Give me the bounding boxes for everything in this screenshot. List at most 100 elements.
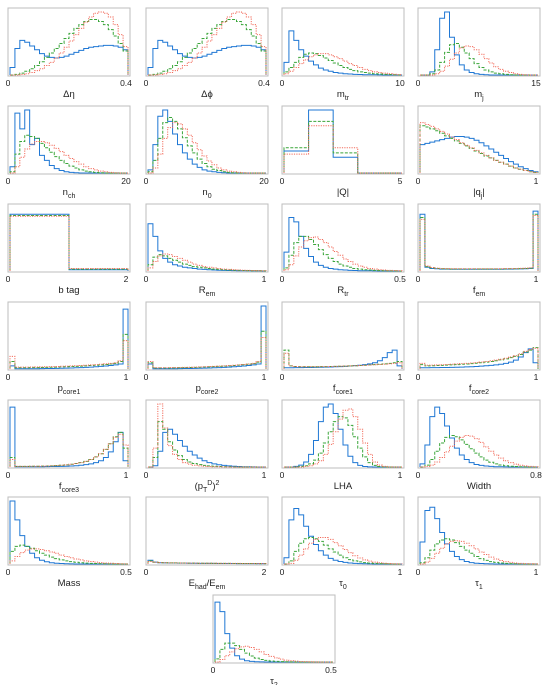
series-green: [283, 52, 403, 76]
histogram-panel: 0 1 LHA: [280, 399, 405, 492]
panel-frame: [281, 203, 405, 273]
series-red: [147, 337, 267, 369]
panel-frame: [281, 105, 405, 175]
x-tick-label: 20: [259, 176, 269, 186]
histogram-panel: 0 2 Ehad/Eem: [144, 496, 269, 591]
x-tick-label: 0.5: [120, 567, 132, 577]
series-red: [420, 540, 539, 565]
x-axis-label: pcore2: [196, 383, 219, 396]
histogram-panel: 0 1 τ0: [280, 496, 405, 591]
x-tick-label: 0.5: [325, 665, 337, 675]
histogram-panel: 0 20 n0: [144, 105, 269, 200]
series-green: [10, 19, 129, 76]
series-blue: [420, 11, 538, 76]
x-tick-label: 2: [124, 274, 129, 284]
series-blue: [283, 30, 402, 76]
x-tick-label: 1: [534, 567, 539, 577]
series-red: [420, 435, 539, 468]
series-blue: [147, 39, 267, 75]
series-red: [10, 141, 128, 174]
series-green: [147, 330, 267, 369]
series-green: [214, 642, 333, 663]
x-tick-label: 1: [398, 372, 403, 382]
series-blue: [9, 308, 129, 370]
panel-frame: [145, 301, 269, 371]
x-axis-label: fcore1: [333, 383, 353, 396]
x-tick-label: 1: [534, 274, 539, 284]
series-red: [10, 11, 129, 76]
histogram-panel: 0 1 fcore3: [6, 399, 131, 494]
x-axis-label: Rtr: [337, 285, 349, 298]
panel-frame: [7, 301, 131, 371]
series-green: [147, 254, 267, 272]
x-axis-label: LHA: [334, 481, 353, 492]
x-tick-label: 0: [144, 470, 149, 480]
panel-frame: [145, 7, 269, 77]
series-red: [147, 253, 267, 272]
series-green: [9, 544, 128, 565]
histogram-panel: 0 10 mtr: [280, 7, 405, 102]
histogram-panel: 0 15 mj: [416, 7, 541, 102]
panel-frame: [145, 496, 269, 566]
x-tick-label: 0: [416, 274, 421, 284]
x-tick-label: 5: [398, 176, 403, 186]
x-axis-label: |qj|: [473, 187, 485, 200]
histogram-panel: 0 20 nch: [6, 105, 131, 200]
x-tick-label: 0: [6, 470, 11, 480]
series-blue: [419, 210, 539, 271]
series-blue: [147, 305, 267, 370]
panel-frame: [145, 399, 269, 469]
x-axis-label: Width: [467, 481, 491, 492]
series-green: [9, 431, 129, 467]
x-tick-label: 1: [262, 274, 267, 284]
x-axis-label: mtr: [337, 89, 350, 102]
series-green: [9, 333, 129, 369]
series-blue: [283, 109, 402, 174]
histogram-panel: 0 1 τ1: [416, 496, 541, 591]
x-tick-label: 1: [262, 372, 267, 382]
panel-frame: [281, 7, 405, 77]
series-red: [284, 537, 403, 565]
x-tick-label: 0: [280, 372, 285, 382]
series-red: [419, 347, 539, 369]
x-tick-label: 0: [211, 665, 216, 675]
x-tick-label: 0.4: [258, 78, 270, 88]
panel-frame: [7, 203, 131, 273]
x-axis-label: τ2: [270, 676, 278, 685]
histogram-panel: 0 1 pcore1: [6, 301, 131, 396]
x-axis-label: Rem: [199, 285, 216, 298]
x-tick-label: 0.5: [394, 274, 406, 284]
histogram-panel: 0 1 (pTD)2: [144, 399, 269, 494]
panel-frame: [417, 399, 541, 469]
series-green: [283, 235, 403, 272]
series-green: [419, 538, 538, 565]
series-blue: [419, 348, 539, 369]
panel-frame: [281, 496, 405, 566]
x-tick-label: 0: [144, 78, 149, 88]
x-axis-label: (pTD)2: [195, 480, 220, 494]
x-tick-label: 0: [416, 470, 421, 480]
x-axis-label: n0: [202, 187, 211, 200]
histogram-panel: 0 2 b tag: [6, 203, 131, 296]
x-axis-label: Δη: [63, 89, 75, 100]
series-red: [284, 408, 402, 468]
x-tick-label: 1: [398, 470, 403, 480]
histogram-panel: 0 1 |qj|: [416, 105, 541, 200]
x-tick-label: 0: [144, 274, 149, 284]
series-red: [147, 560, 267, 565]
histogram-panel: 0 0.8 Width: [416, 399, 542, 492]
x-tick-label: 15: [531, 78, 541, 88]
panel-frame: [417, 301, 541, 371]
series-green: [420, 435, 538, 468]
x-tick-label: 0: [280, 470, 285, 480]
x-axis-label: fem: [473, 285, 486, 298]
x-tick-label: 0: [416, 78, 421, 88]
x-tick-label: 1: [124, 372, 129, 382]
x-axis-label: τ0: [339, 578, 347, 591]
series-red: [283, 53, 403, 76]
series-blue: [214, 601, 333, 663]
x-tick-label: 0: [6, 78, 11, 88]
histogram-panel: 0 1 pcore2: [144, 301, 269, 396]
series-green: [283, 120, 402, 174]
